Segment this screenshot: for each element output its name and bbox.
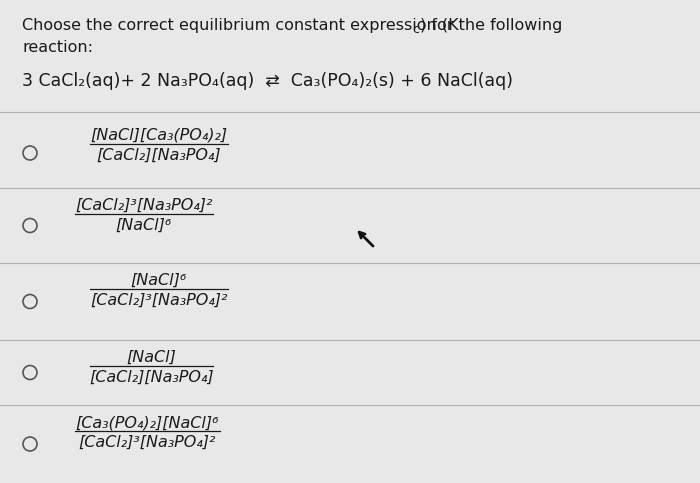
Text: reaction:: reaction: bbox=[22, 40, 93, 55]
Text: [CaCl₂]³[Na₃PO₄]²: [CaCl₂]³[Na₃PO₄]² bbox=[75, 198, 212, 213]
Text: [NaCl]: [NaCl] bbox=[126, 350, 176, 365]
Text: [CaCl₂][Na₃PO₄]: [CaCl₂][Na₃PO₄] bbox=[97, 148, 221, 163]
Text: ) for the following: ) for the following bbox=[420, 18, 562, 33]
Text: 3 CaCl₂(aq)+ 2 Na₃PO₄(aq)  ⇄  Ca₃(PO₄)₂(s) + 6 NaCl(aq): 3 CaCl₂(aq)+ 2 Na₃PO₄(aq) ⇄ Ca₃(PO₄)₂(s)… bbox=[22, 72, 513, 90]
Text: [NaCl]⁶: [NaCl]⁶ bbox=[116, 218, 172, 233]
Text: [Ca₃(PO₄)₂][NaCl]⁶: [Ca₃(PO₄)₂][NaCl]⁶ bbox=[76, 415, 219, 430]
Text: [NaCl][Ca₃(PO₄)₂]: [NaCl][Ca₃(PO₄)₂] bbox=[90, 128, 228, 143]
Text: [CaCl₂]³[Na₃PO₄]²: [CaCl₂]³[Na₃PO₄]² bbox=[79, 435, 216, 450]
Text: [CaCl₂][Na₃PO₄]: [CaCl₂][Na₃PO₄] bbox=[89, 370, 214, 385]
Text: [CaCl₂]³[Na₃PO₄]²: [CaCl₂]³[Na₃PO₄]² bbox=[90, 293, 228, 308]
Text: Choose the correct equilibrium constant expression (K: Choose the correct equilibrium constant … bbox=[22, 18, 458, 33]
Text: c: c bbox=[412, 23, 419, 36]
Text: [NaCl]⁶: [NaCl]⁶ bbox=[131, 273, 187, 288]
